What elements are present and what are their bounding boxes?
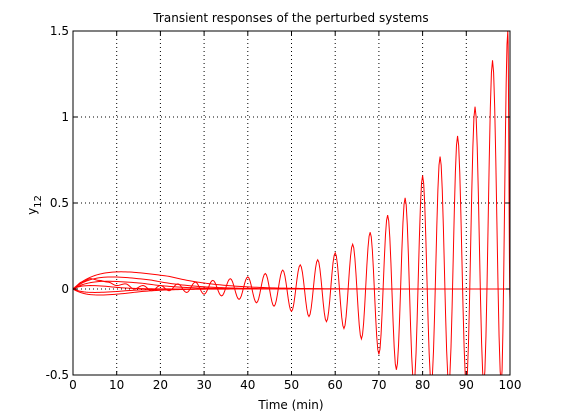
x-tick-label: 40 [240,378,255,392]
x-tick-labels: 0 10 20 30 40 50 60 70 80 90 100 [69,378,521,392]
x-tick-label: 10 [109,378,124,392]
y-axis-label-main: y [25,208,39,215]
x-tick-label: 20 [153,378,168,392]
y-axis-label-subscript: 12 [33,195,44,208]
x-tick-label: 90 [459,378,474,392]
y-tick-label: -0.5 [46,368,69,382]
x-tick-label: 60 [328,378,343,392]
x-tick-label: 30 [196,378,211,392]
y-axis-label-group: y12 [25,195,44,215]
y-tick-label: 0 [61,282,69,296]
chart-title: Transient responses of the perturbed sys… [152,11,428,25]
series-line [73,31,510,375]
y-axis-label: y12 [25,195,44,215]
x-tick-label: 70 [371,378,386,392]
y-tick-labels: -0.5 0 0.5 1 1.5 [46,24,69,382]
y-tick-label: 1 [61,110,69,124]
ticks [72,30,511,376]
x-tick-label: 100 [499,378,522,392]
x-tick-label: 80 [415,378,430,392]
x-tick-label: 0 [69,378,77,392]
y-tick-label: 0.5 [50,196,69,210]
series-group [73,31,510,375]
x-tick-label: 50 [284,378,299,392]
x-axis-label: Time (min) [257,398,323,412]
y-tick-label: 1.5 [50,24,69,38]
